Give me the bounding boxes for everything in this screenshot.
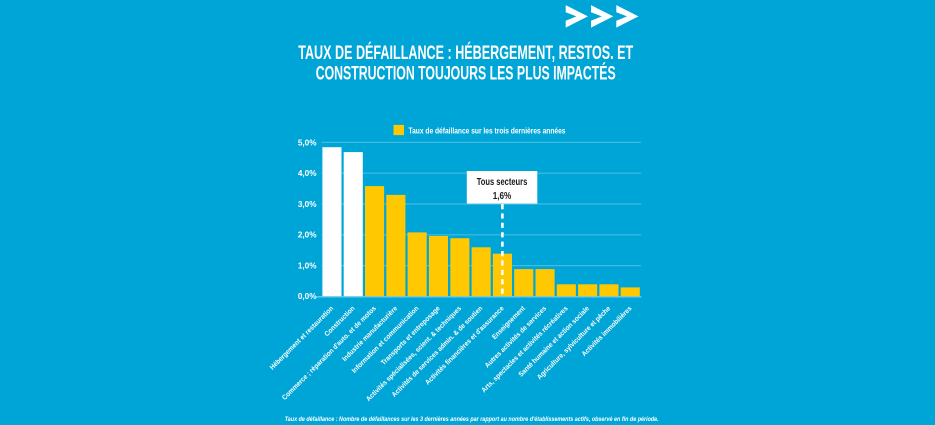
- svg-text:4,0%: 4,0%: [298, 169, 317, 178]
- svg-text:0,0%: 0,0%: [298, 292, 317, 301]
- svg-text:5,0%: 5,0%: [298, 138, 317, 147]
- svg-text:3,0%: 3,0%: [298, 200, 317, 209]
- svg-text:CONSTRUCTION TOUJOURS LES PLUS: CONSTRUCTION TOUJOURS LES PLUS IMPACTÉS: [316, 62, 616, 85]
- svg-text:TAUX DE DÉFAILLANCE : HÉBERGEM: TAUX DE DÉFAILLANCE : HÉBERGEMENT, RESTO…: [298, 41, 633, 64]
- svg-text:1,0%: 1,0%: [298, 261, 317, 270]
- svg-text:Tous secteurs: Tous secteurs: [477, 177, 528, 188]
- svg-text:Taux de défaillance sur les tr: Taux de défaillance sur les trois derniè…: [409, 125, 566, 135]
- svg-text:2,0%: 2,0%: [298, 231, 317, 240]
- svg-text:Taux de défaillance : Nombre d: Taux de défaillance : Nombre de défailla…: [285, 416, 659, 423]
- svg-text:1,6%: 1,6%: [493, 190, 512, 202]
